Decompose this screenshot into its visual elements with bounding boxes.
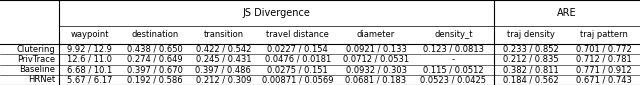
- Text: destination: destination: [132, 30, 179, 39]
- Text: diameter: diameter: [357, 30, 395, 39]
- Text: waypoint: waypoint: [70, 30, 109, 39]
- Text: transition: transition: [204, 30, 243, 39]
- Text: 0.0476 / 0.0181: 0.0476 / 0.0181: [265, 55, 331, 64]
- Text: ARE: ARE: [557, 8, 577, 18]
- Text: 0.212 / 0.835: 0.212 / 0.835: [503, 55, 558, 64]
- Text: 0.233 / 0.852: 0.233 / 0.852: [502, 45, 559, 54]
- Text: 0.123 / 0.0813: 0.123 / 0.0813: [423, 45, 484, 54]
- Text: 0.0712 / 0.0531: 0.0712 / 0.0531: [343, 55, 409, 64]
- Text: 0.397 / 0.670: 0.397 / 0.670: [127, 65, 183, 74]
- Text: travel distance: travel distance: [266, 30, 329, 39]
- Text: 5.67 / 6.17: 5.67 / 6.17: [67, 75, 112, 84]
- Text: density_t: density_t: [435, 30, 473, 39]
- Text: 0.115 / 0.0512: 0.115 / 0.0512: [423, 65, 484, 74]
- Text: 6.68 / 10.1: 6.68 / 10.1: [67, 65, 112, 74]
- Text: 0.397 / 0.486: 0.397 / 0.486: [195, 65, 252, 74]
- Text: 0.0921 / 0.133: 0.0921 / 0.133: [346, 45, 406, 54]
- Text: 0.422 / 0.542: 0.422 / 0.542: [196, 45, 251, 54]
- Text: JS Divergence: JS Divergence: [243, 8, 310, 18]
- Text: 0.712 / 0.781: 0.712 / 0.781: [575, 55, 632, 64]
- Text: -: -: [452, 55, 455, 64]
- Text: 12.6 / 11.0: 12.6 / 11.0: [67, 55, 112, 64]
- Text: traj pattern: traj pattern: [580, 30, 627, 39]
- Text: 0.0523 / 0.0425: 0.0523 / 0.0425: [420, 75, 486, 84]
- Text: HRNet: HRNet: [28, 75, 55, 84]
- Text: 0.382 / 0.811: 0.382 / 0.811: [502, 65, 559, 74]
- Text: 0.184 / 0.562: 0.184 / 0.562: [503, 75, 558, 84]
- Text: traj density: traj density: [507, 30, 554, 39]
- Text: 0.192 / 0.586: 0.192 / 0.586: [127, 75, 183, 84]
- Text: 0.0932 / 0.303: 0.0932 / 0.303: [346, 65, 406, 74]
- Text: 0.771 / 0.912: 0.771 / 0.912: [576, 65, 631, 74]
- Text: 0.0227 / 0.154: 0.0227 / 0.154: [268, 45, 328, 54]
- Text: 0.438 / 0.650: 0.438 / 0.650: [127, 45, 183, 54]
- Text: 0.701 / 0.772: 0.701 / 0.772: [575, 45, 632, 54]
- Text: 0.0681 / 0.183: 0.0681 / 0.183: [346, 75, 406, 84]
- Text: 0.0275 / 0.151: 0.0275 / 0.151: [268, 65, 328, 74]
- Text: PrivTrace: PrivTrace: [17, 55, 55, 64]
- Text: 0.00871 / 0.0569: 0.00871 / 0.0569: [262, 75, 333, 84]
- Text: 0.671 / 0.743: 0.671 / 0.743: [575, 75, 632, 84]
- Text: 0.212 / 0.309: 0.212 / 0.309: [196, 75, 251, 84]
- Text: Clutering: Clutering: [16, 45, 55, 54]
- Text: 0.245 / 0.431: 0.245 / 0.431: [196, 55, 251, 64]
- Text: Baseline: Baseline: [19, 65, 55, 74]
- Text: 0.274 / 0.649: 0.274 / 0.649: [127, 55, 183, 64]
- Text: 9.92 / 12.9: 9.92 / 12.9: [67, 45, 112, 54]
